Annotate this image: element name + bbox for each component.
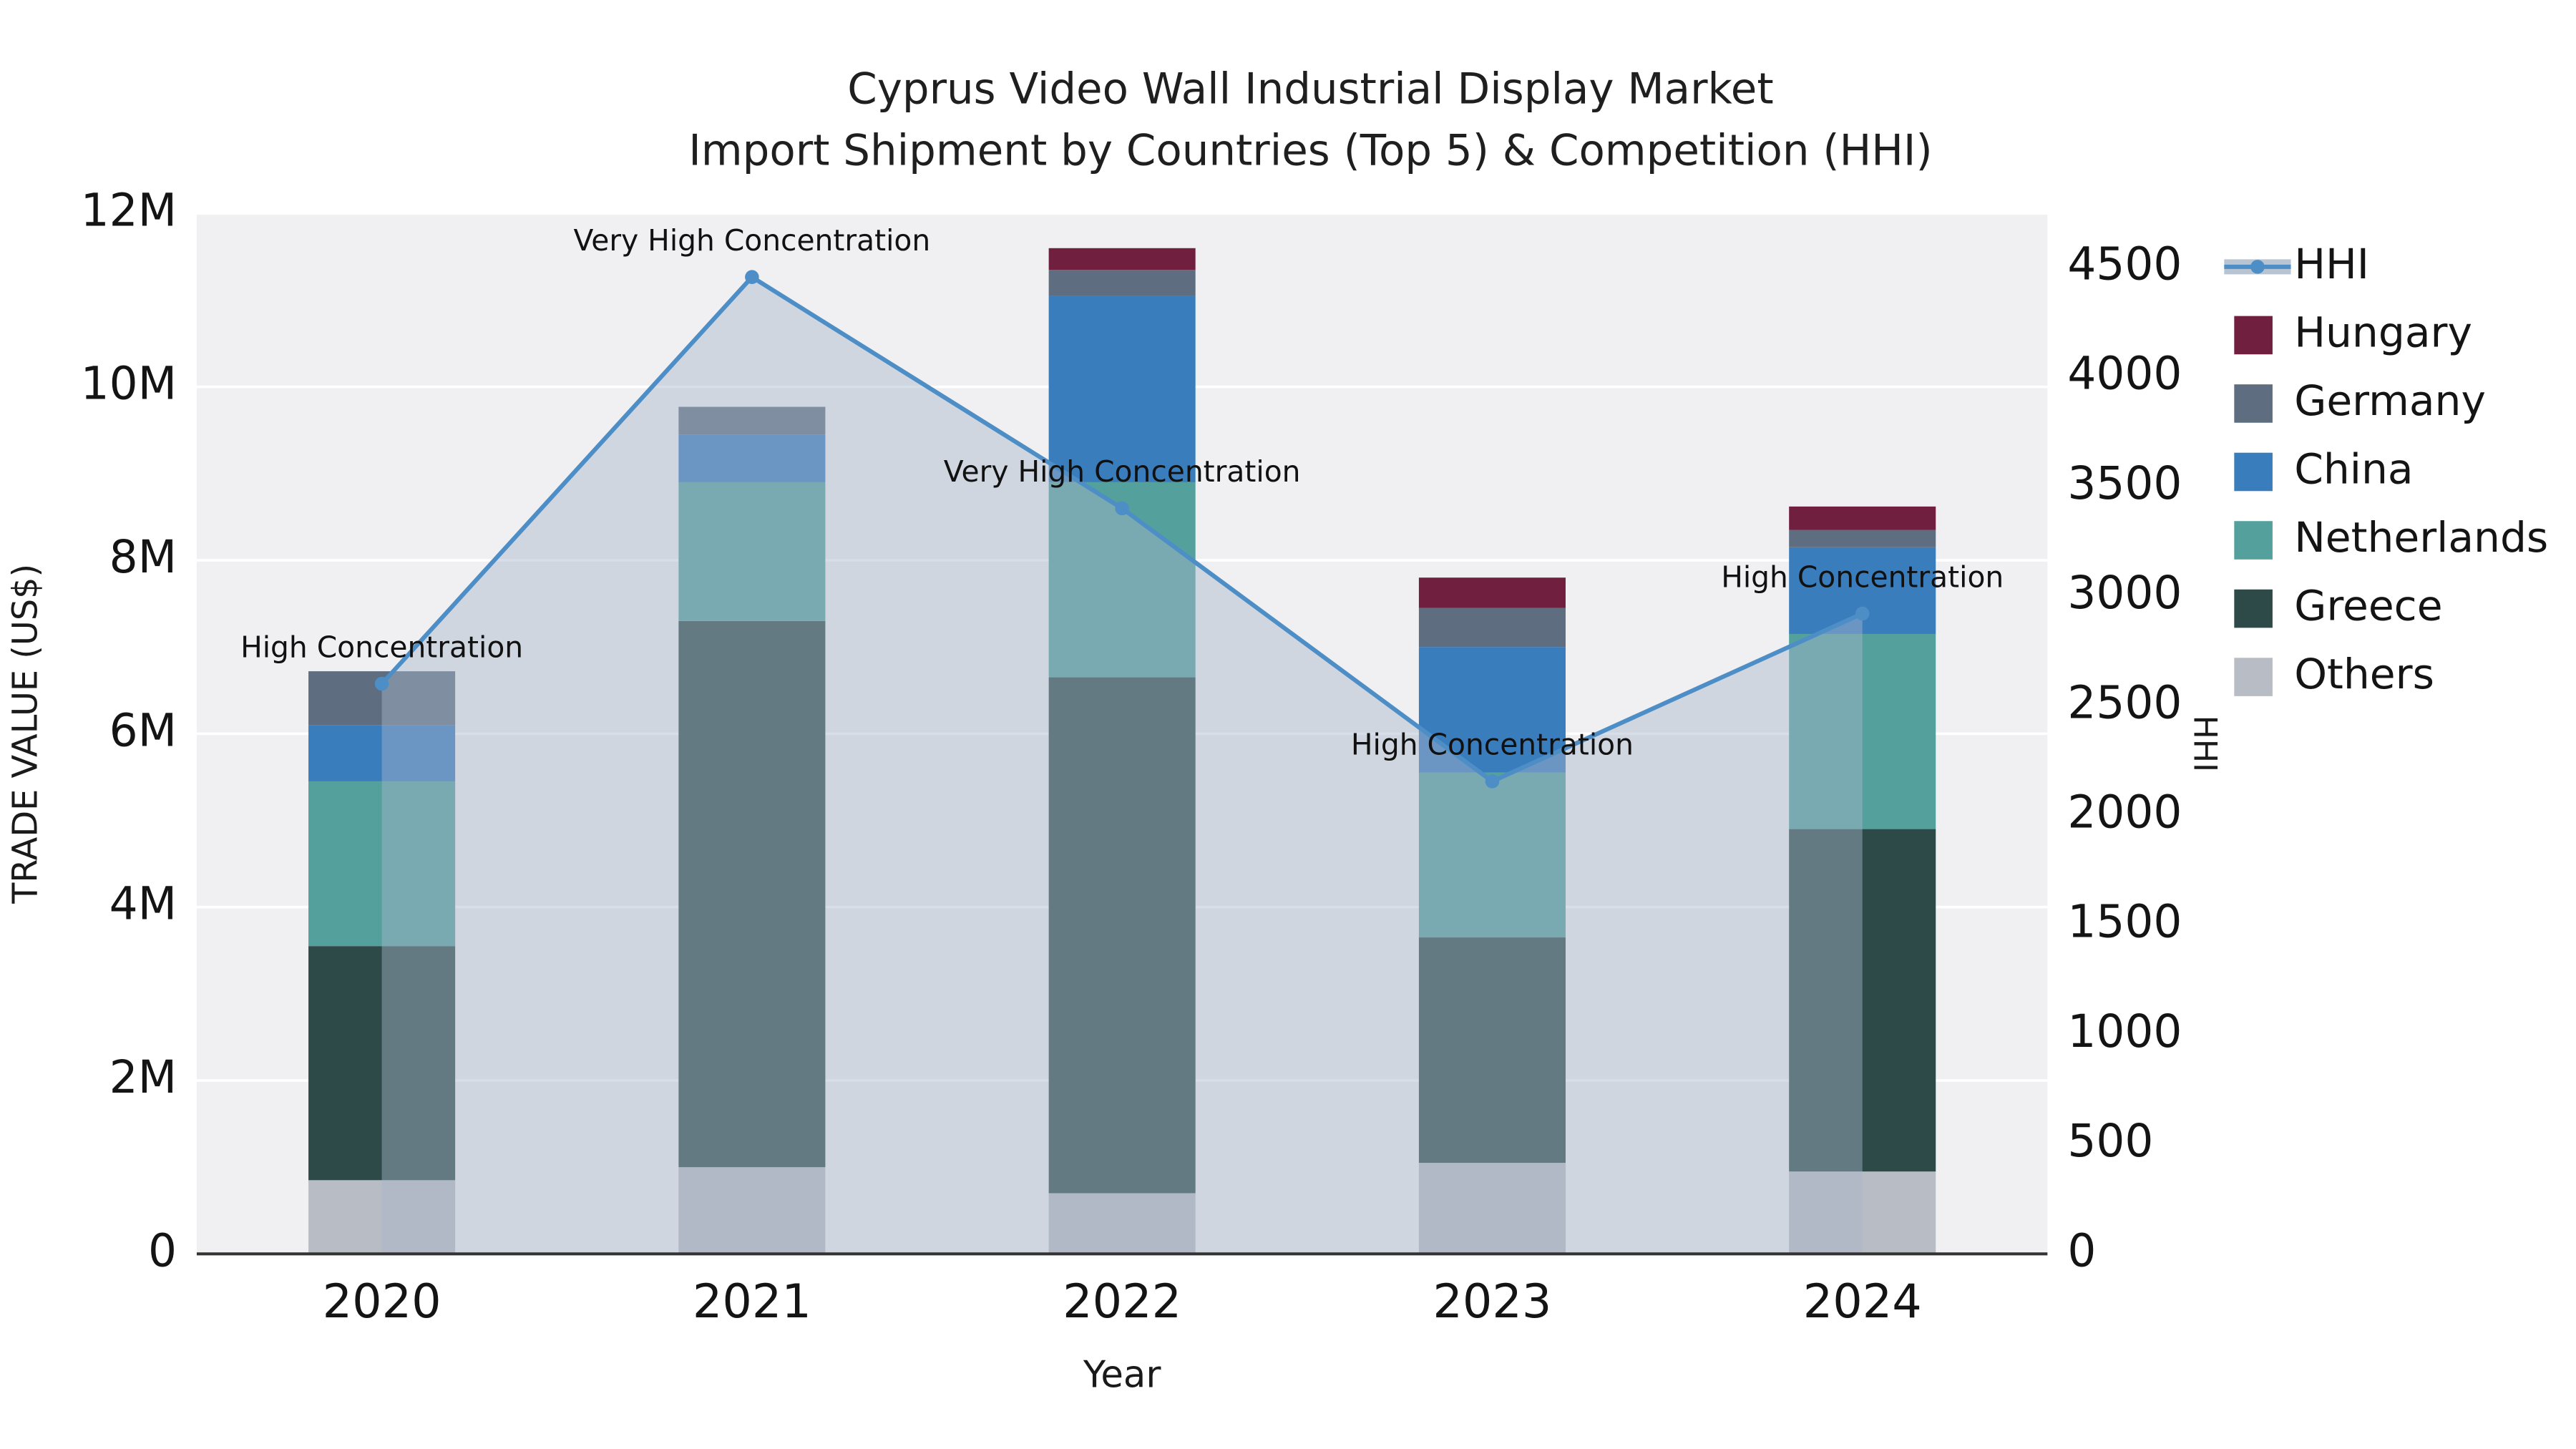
legend-item-greece: Greece <box>2234 582 2443 630</box>
bar-segment-others <box>678 1167 826 1254</box>
legend-swatch <box>2234 589 2273 628</box>
annotation-label: High Concentration <box>1351 728 1634 762</box>
bar-segment-china <box>1048 296 1196 482</box>
legend-swatch <box>2234 316 2273 355</box>
bar-segment-greece <box>1789 829 1936 1172</box>
bar-segment-netherlands <box>308 781 456 947</box>
hhi-area-fill <box>381 277 1863 1254</box>
y-right-tick-label: 500 <box>2067 1115 2153 1167</box>
bar-segment-greece <box>678 620 826 1168</box>
annotation-label: Very High Concentration <box>574 223 931 258</box>
y-right-tick-label: 2000 <box>2067 786 2182 839</box>
bar-segment-greece <box>1048 677 1196 1194</box>
legend-hhi-marker <box>2250 260 2265 274</box>
hhi-marker <box>1115 501 1129 516</box>
legend-item-others: Others <box>2234 650 2434 698</box>
bar-segment-hungary <box>1048 248 1196 270</box>
bar-segment-netherlands <box>1789 633 1936 829</box>
hhi-line-series <box>374 270 1870 789</box>
bar-segment-germany <box>678 406 826 435</box>
legend-label: Hungary <box>2294 308 2472 357</box>
hhi-marker <box>1855 606 1870 621</box>
legend-label: Greece <box>2294 582 2442 630</box>
y-left-tick-label: 4M <box>109 878 177 930</box>
y-right-tick-label: 4500 <box>2067 238 2182 290</box>
hhi-marker <box>745 270 759 284</box>
bar-segment-greece <box>308 946 456 1181</box>
y-axis-label-left: TRADE VALUE (US$) <box>6 564 45 904</box>
x-tick-label: 2022 <box>1063 1274 1181 1329</box>
annotations: High Concentration Very High Concentratio… <box>240 223 2004 762</box>
axes: 0 2M 4M 6M 8M 10M 12M 0 500 1000 1500 2000 2500 3000 3… <box>81 184 2182 1328</box>
bar-segment-china <box>308 725 456 781</box>
legend-label: China <box>2294 445 2413 494</box>
bar-segment-others <box>1048 1193 1196 1254</box>
x-axis-label: Year <box>1083 1354 1161 1397</box>
legend-swatch <box>2234 521 2273 560</box>
y-left-tick-label: 10M <box>81 358 177 410</box>
hhi-area <box>381 277 1863 1254</box>
annotation-label: High Concentration <box>1721 560 2004 594</box>
legend-label: Others <box>2294 650 2434 698</box>
legend-swatch <box>2234 658 2273 696</box>
bar-segment-others <box>1789 1171 1936 1254</box>
bar-segment-germany <box>1048 270 1196 296</box>
y-right-tick-label: 1000 <box>2067 1005 2182 1058</box>
bar-segment-netherlands <box>678 482 826 621</box>
y-right-tick-label: 2500 <box>2067 676 2182 728</box>
y-axis-label-right: HHI <box>2186 715 2223 772</box>
y-right-tick-label: 4000 <box>2067 348 2182 400</box>
legend-label: HHI <box>2294 240 2369 288</box>
legend-item-germany: Germany <box>2234 376 2486 425</box>
y-left-tick-label: 0 <box>148 1224 177 1277</box>
bar-segment-others <box>1418 1163 1566 1254</box>
bar-segment-germany <box>1789 530 1936 547</box>
y-left-tick-label: 6M <box>109 704 177 756</box>
legend-label: Germany <box>2294 376 2486 425</box>
annotation-label: High Concentration <box>240 630 523 664</box>
y-left-tick-label: 8M <box>109 531 177 583</box>
hhi-marker <box>1485 774 1500 789</box>
bar-segment-others <box>308 1180 456 1254</box>
bar-segment-china <box>678 434 826 482</box>
bar-segment-germany <box>1418 608 1566 648</box>
annotation-label: Very High Concentration <box>944 454 1301 489</box>
legend-label: Netherlands <box>2294 513 2548 562</box>
bar-segment-hungary <box>1789 506 1936 530</box>
legend-swatch <box>2234 452 2273 492</box>
bar-segment-greece <box>1418 937 1566 1163</box>
bar-segment-netherlands <box>1418 772 1566 938</box>
x-tick-label: 2024 <box>1803 1274 1922 1329</box>
legend-item-china: China <box>2234 445 2414 494</box>
legend-item-hhi: HHI <box>2224 240 2369 288</box>
hhi-marker <box>374 676 389 691</box>
x-tick-label: 2023 <box>1433 1274 1551 1329</box>
y-right-tick-label: 1500 <box>2067 896 2182 948</box>
y-right-tick-label: 3500 <box>2067 457 2182 509</box>
legend-swatch <box>2234 384 2273 423</box>
y-right-tick-label: 3000 <box>2067 567 2182 619</box>
y-left-tick-label: 2M <box>109 1051 177 1103</box>
bar-segment-hungary <box>1418 577 1566 608</box>
chart-title: Cyprus Video Wall Industrial Display Mar… <box>847 65 1773 114</box>
chart-subtitle: Import Shipment by Countries (Top 5) & C… <box>688 127 1932 176</box>
x-tick-label: 2021 <box>693 1274 811 1329</box>
y-left-tick-label: 12M <box>81 184 177 236</box>
legend-item-hungary: Hungary <box>2234 308 2472 357</box>
bar-series <box>308 248 1936 1254</box>
y-right-tick-label: 0 <box>2067 1224 2096 1277</box>
bar-segment-china <box>1418 647 1566 773</box>
legend-item-netherlands: Netherlands <box>2234 513 2548 562</box>
x-tick-label: 2020 <box>323 1274 441 1329</box>
legend: HHI Hungary Germany China Netherlands Greece O… <box>2224 240 2548 698</box>
